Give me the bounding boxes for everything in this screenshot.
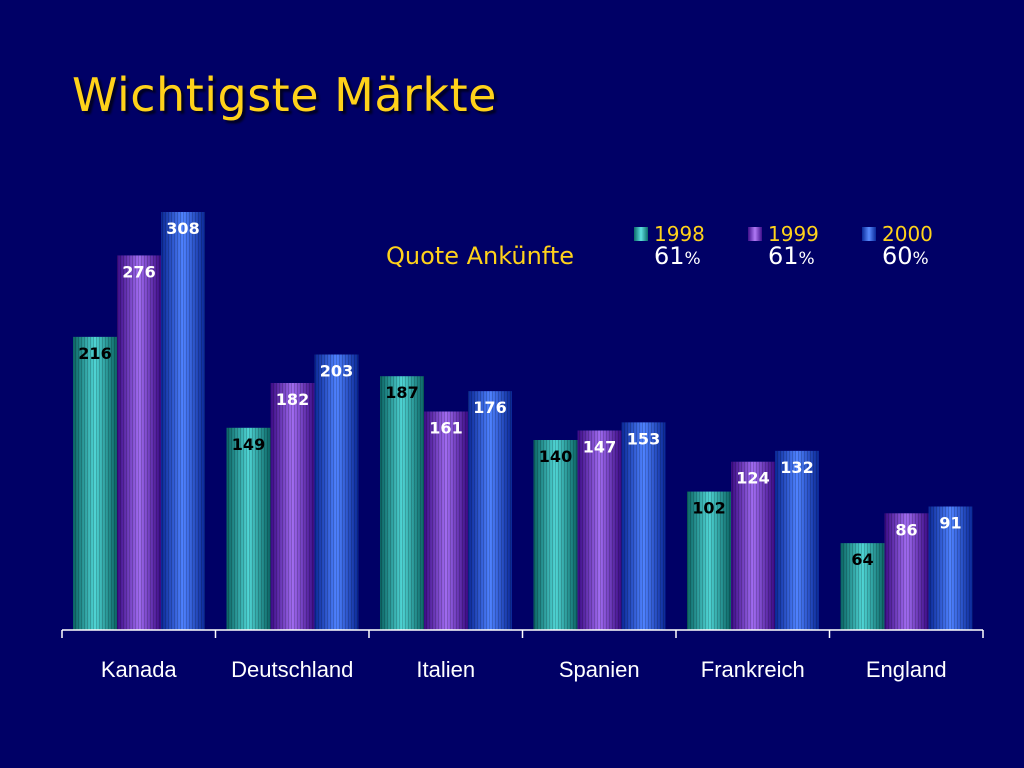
- bar-texture: [314, 354, 359, 630]
- data-label: 147: [583, 438, 616, 457]
- data-label: 64: [851, 550, 873, 569]
- x-tick-label: Kanada: [101, 657, 178, 682]
- bar-texture: [928, 506, 973, 630]
- data-label: 187: [385, 383, 418, 402]
- legend-item-1998: 1998: [634, 222, 748, 246]
- bar-texture: [270, 383, 315, 630]
- x-tick-label: Frankreich: [701, 657, 805, 682]
- quote-number-1998: 61: [654, 242, 685, 270]
- bar-texture: [840, 543, 885, 630]
- bar-texture: [884, 513, 929, 630]
- quote-value-1999: 61%: [768, 242, 882, 270]
- bar-texture: [577, 430, 622, 630]
- legend-item-1999: 1999: [748, 222, 862, 246]
- legend-swatch-2000: [862, 227, 876, 241]
- quote-value-1998: 61%: [654, 242, 768, 270]
- data-label: 149: [232, 435, 265, 454]
- quote-percent-2000: %: [912, 249, 929, 269]
- bar-texture: [424, 411, 468, 630]
- data-label: 203: [320, 362, 353, 381]
- data-label: 124: [736, 469, 769, 488]
- bars-group: 216 276 308 149 182 203 187 161 176 140 147 153 102 1…: [73, 212, 973, 630]
- legend-label-2000: 2000: [882, 222, 933, 246]
- legend-item-2000: 2000: [862, 222, 976, 246]
- bar-texture: [468, 391, 512, 630]
- data-label: 132: [780, 458, 813, 477]
- x-axis: Kanada Deutschland Italien Spanien Frankreic…: [61, 629, 984, 682]
- quote-number-2000: 60: [882, 242, 913, 270]
- bar-texture: [533, 440, 578, 630]
- bar-texture: [161, 212, 205, 630]
- data-label: 176: [473, 398, 506, 417]
- quote-number-1999: 61: [768, 242, 799, 270]
- bar-texture: [380, 376, 424, 630]
- bar-texture: [775, 450, 819, 630]
- quote-label: Quote Ankünfte: [386, 242, 575, 270]
- x-tick-label: Deutschland: [231, 657, 353, 682]
- x-tick-label: England: [866, 657, 947, 682]
- data-label: 182: [276, 390, 309, 409]
- data-label: 91: [939, 514, 961, 533]
- quote-percent-1998: %: [684, 249, 701, 269]
- bar-texture: [687, 491, 731, 630]
- legend-swatch-1998: [634, 227, 648, 241]
- x-tick-label: Spanien: [559, 657, 640, 682]
- data-label: 140: [539, 447, 572, 466]
- legend-swatch-1999: [748, 227, 762, 241]
- bar-texture: [621, 422, 666, 630]
- legend-label-1998: 1998: [654, 222, 705, 246]
- data-label: 102: [692, 499, 725, 518]
- quote-values: 61% 61% 60%: [654, 242, 996, 270]
- data-label: 86: [895, 520, 917, 539]
- quote-percent-1999: %: [798, 249, 815, 269]
- bar-texture: [226, 427, 271, 630]
- data-label: 276: [122, 262, 155, 281]
- data-label: 153: [627, 429, 660, 448]
- bar-texture: [731, 461, 775, 630]
- legend-label-1999: 1999: [768, 222, 819, 246]
- bar-texture: [73, 336, 117, 630]
- bar-texture: [117, 255, 161, 630]
- quote-value-2000: 60%: [882, 242, 996, 270]
- data-label: 308: [166, 219, 199, 238]
- x-tick-label: Italien: [416, 657, 475, 682]
- data-label: 216: [78, 344, 111, 363]
- data-label: 161: [429, 419, 462, 438]
- chart-legend: 1998 1999 2000: [634, 222, 976, 246]
- page-title: Wichtigste Märkte: [72, 68, 497, 122]
